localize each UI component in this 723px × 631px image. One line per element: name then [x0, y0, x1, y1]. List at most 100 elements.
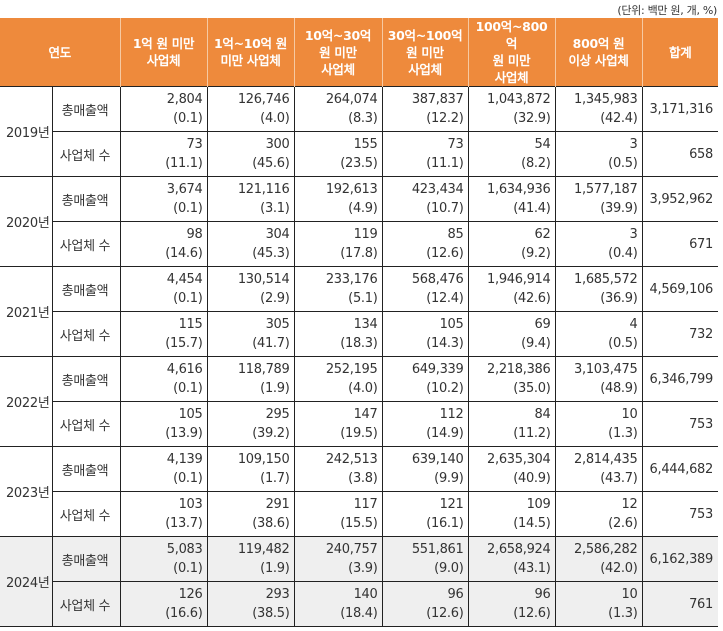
value-cell: 2,814,435 (43.7): [554, 446, 643, 492]
value: 551,861: [411, 542, 464, 557]
value-cell: 240,757 (3.9): [293, 536, 383, 582]
value-cell: 130,514 (2.9): [206, 266, 295, 312]
percent: (1.7): [260, 471, 290, 486]
value-cell: 103 (13.7): [119, 491, 208, 537]
value-cell: 295 (39.2): [206, 401, 295, 447]
value-cell: 12 (2.6): [554, 491, 643, 537]
value: 264,074: [325, 92, 378, 107]
value: 293: [265, 587, 290, 602]
value: 147: [353, 407, 378, 422]
year-cell: 2021년: [0, 266, 53, 357]
percent: (4.9): [348, 201, 378, 216]
percent: (14.5): [513, 516, 551, 531]
value-cell: 105 (14.3): [381, 311, 469, 357]
percent: (1.9): [260, 561, 290, 576]
value-cell: 1,634,936 (41.4): [467, 176, 556, 222]
value-cell: 119,482 (1.9): [206, 536, 295, 582]
header-col-4: 100억~800억 원 미만 사업체: [467, 18, 555, 87]
value-cell: 140 (18.4): [293, 581, 383, 627]
value-cell: 649,339 (10.2): [381, 356, 469, 402]
percent: (0.5): [608, 156, 638, 171]
value: 192,613: [325, 182, 378, 197]
value-cell: 134 (18.3): [293, 311, 383, 357]
value-cell: 387,837 (12.2): [381, 86, 469, 132]
year-cell: 2020년: [0, 176, 53, 267]
value: 12: [621, 497, 638, 512]
value-cell: 2,658,924 (43.1): [467, 536, 556, 582]
value-cell: 126 (16.6): [119, 581, 208, 627]
value: 10: [621, 587, 638, 602]
value: 105: [439, 317, 464, 332]
value: 300: [265, 137, 290, 152]
value-cell: 1,685,572 (36.9): [554, 266, 643, 312]
percent: (14.6): [165, 246, 203, 261]
value-cell: 639,140 (9.9): [381, 446, 469, 492]
percent: (15.7): [165, 336, 203, 351]
value-cell: 54 (8.2): [467, 131, 556, 177]
value: 1,685,572: [574, 272, 638, 287]
percent: (3.8): [348, 471, 378, 486]
percent: (12.6): [513, 606, 551, 621]
value-cell: 126,746 (4.0): [206, 86, 295, 132]
value-cell: 293 (38.5): [206, 581, 295, 627]
row-label-count: 사업체 수: [51, 311, 121, 357]
header-col-3: 30억~100억 원 미만 사업체: [381, 18, 468, 87]
percent: (16.1): [426, 516, 464, 531]
value: 2,658,924: [487, 542, 551, 557]
value-cell: 109,150 (1.7): [206, 446, 295, 492]
total-cell: 753: [641, 401, 718, 447]
total-cell: 732: [641, 311, 718, 357]
table-body: 2019년 총매출액 2,804 (0.1) 126,746 (4.0) 264,074 (8…: [0, 86, 718, 627]
percent: (13.9): [165, 426, 203, 441]
row-label-count: 사업체 수: [51, 491, 121, 537]
value-cell: 109 (14.5): [467, 491, 556, 537]
percent: (18.4): [340, 606, 378, 621]
total-cell: 3,171,316: [641, 86, 718, 132]
value: 3: [629, 227, 638, 242]
unit-note: (단위: 백만 원, 개, %): [617, 4, 717, 17]
value-cell: 121,116 (3.1): [206, 176, 295, 222]
total-cell: 753: [641, 491, 718, 537]
percent: (15.5): [340, 516, 378, 531]
value: 568,476: [411, 272, 464, 287]
value: 2,218,386: [487, 362, 551, 377]
table-row-count: 사업체 수 105 (13.9) 295 (39.2) 147 (19.5) 112 (14.9…: [0, 401, 718, 447]
value-cell: 568,476 (12.4): [381, 266, 469, 312]
percent: (13.7): [165, 516, 203, 531]
value-cell: 4,616 (0.1): [119, 356, 208, 402]
value: 291: [265, 497, 290, 512]
table-row-sales: 2023년 총매출액 4,139 (0.1) 109,150 (1.7) 242,513 (3…: [0, 446, 718, 537]
value: 10: [621, 407, 638, 422]
value: 295: [265, 407, 290, 422]
header-col-2: 10억~30억 원 미만 사업체: [293, 18, 382, 87]
percent: (23.5): [340, 156, 378, 171]
value-cell: 1,345,983 (42.4): [554, 86, 643, 132]
row-label-sales: 총매출액: [51, 356, 121, 402]
percent: (0.1): [173, 381, 203, 396]
value-cell: 242,513 (3.8): [293, 446, 383, 492]
percent: (10.2): [426, 381, 464, 396]
value: 112: [439, 407, 464, 422]
row-label-sales: 총매출액: [51, 86, 121, 132]
total-cell: 761: [641, 581, 718, 627]
value: 126,746: [237, 92, 290, 107]
value: 305: [265, 317, 290, 332]
value: 1,345,983: [574, 92, 638, 107]
value: 3: [629, 137, 638, 152]
value: 4,616: [166, 362, 203, 377]
percent: (40.9): [513, 471, 551, 486]
percent: (9.9): [434, 471, 464, 486]
percent: (1.3): [608, 606, 638, 621]
percent: (42.6): [513, 291, 551, 306]
row-label-count: 사업체 수: [51, 581, 121, 627]
year-cell: 2022년: [0, 356, 53, 447]
value: 2,814,435: [574, 452, 638, 467]
value-cell: 62 (9.2): [467, 221, 556, 267]
value-cell: 305 (41.7): [206, 311, 295, 357]
total-cell: 3,952,962: [641, 176, 718, 222]
table-row-count: 사업체 수 98 (14.6) 304 (45.3) 119 (17.8) 85 (12.6) 6…: [0, 221, 718, 267]
total-cell: 6,162,389: [641, 536, 718, 582]
table-row-count: 사업체 수 115 (15.7) 305 (41.7) 134 (18.3) 105 (14.3…: [0, 311, 718, 357]
percent: (18.3): [340, 336, 378, 351]
value: 252,195: [325, 362, 378, 377]
